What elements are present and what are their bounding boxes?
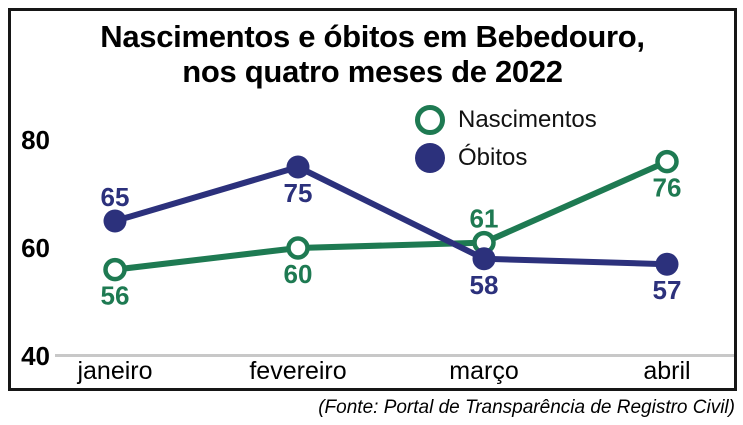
legend-label-obitos: Óbitos <box>458 144 528 171</box>
chart-title-line1: Nascimentos e óbitos em Bebedouro, <box>100 19 645 54</box>
chart-title: Nascimentos e óbitos em Bebedouro, nos q… <box>11 19 734 89</box>
chart-frame: Nascimentos e óbitos em Bebedouro, nos q… <box>8 8 737 391</box>
legend-item-obitos: Óbitos <box>415 142 597 174</box>
chart-title-line2: nos quatro meses de 2022 <box>182 54 563 89</box>
legend-label-nascimentos: Nascimentos <box>458 106 597 133</box>
filled-circle-icon <box>415 143 445 173</box>
legend: Nascimentos Óbitos <box>415 104 597 180</box>
legend-item-nascimentos: Nascimentos <box>415 104 597 136</box>
source-note: (Fonte: Portal de Transparência de Regis… <box>318 397 735 418</box>
open-circle-icon <box>415 105 445 135</box>
